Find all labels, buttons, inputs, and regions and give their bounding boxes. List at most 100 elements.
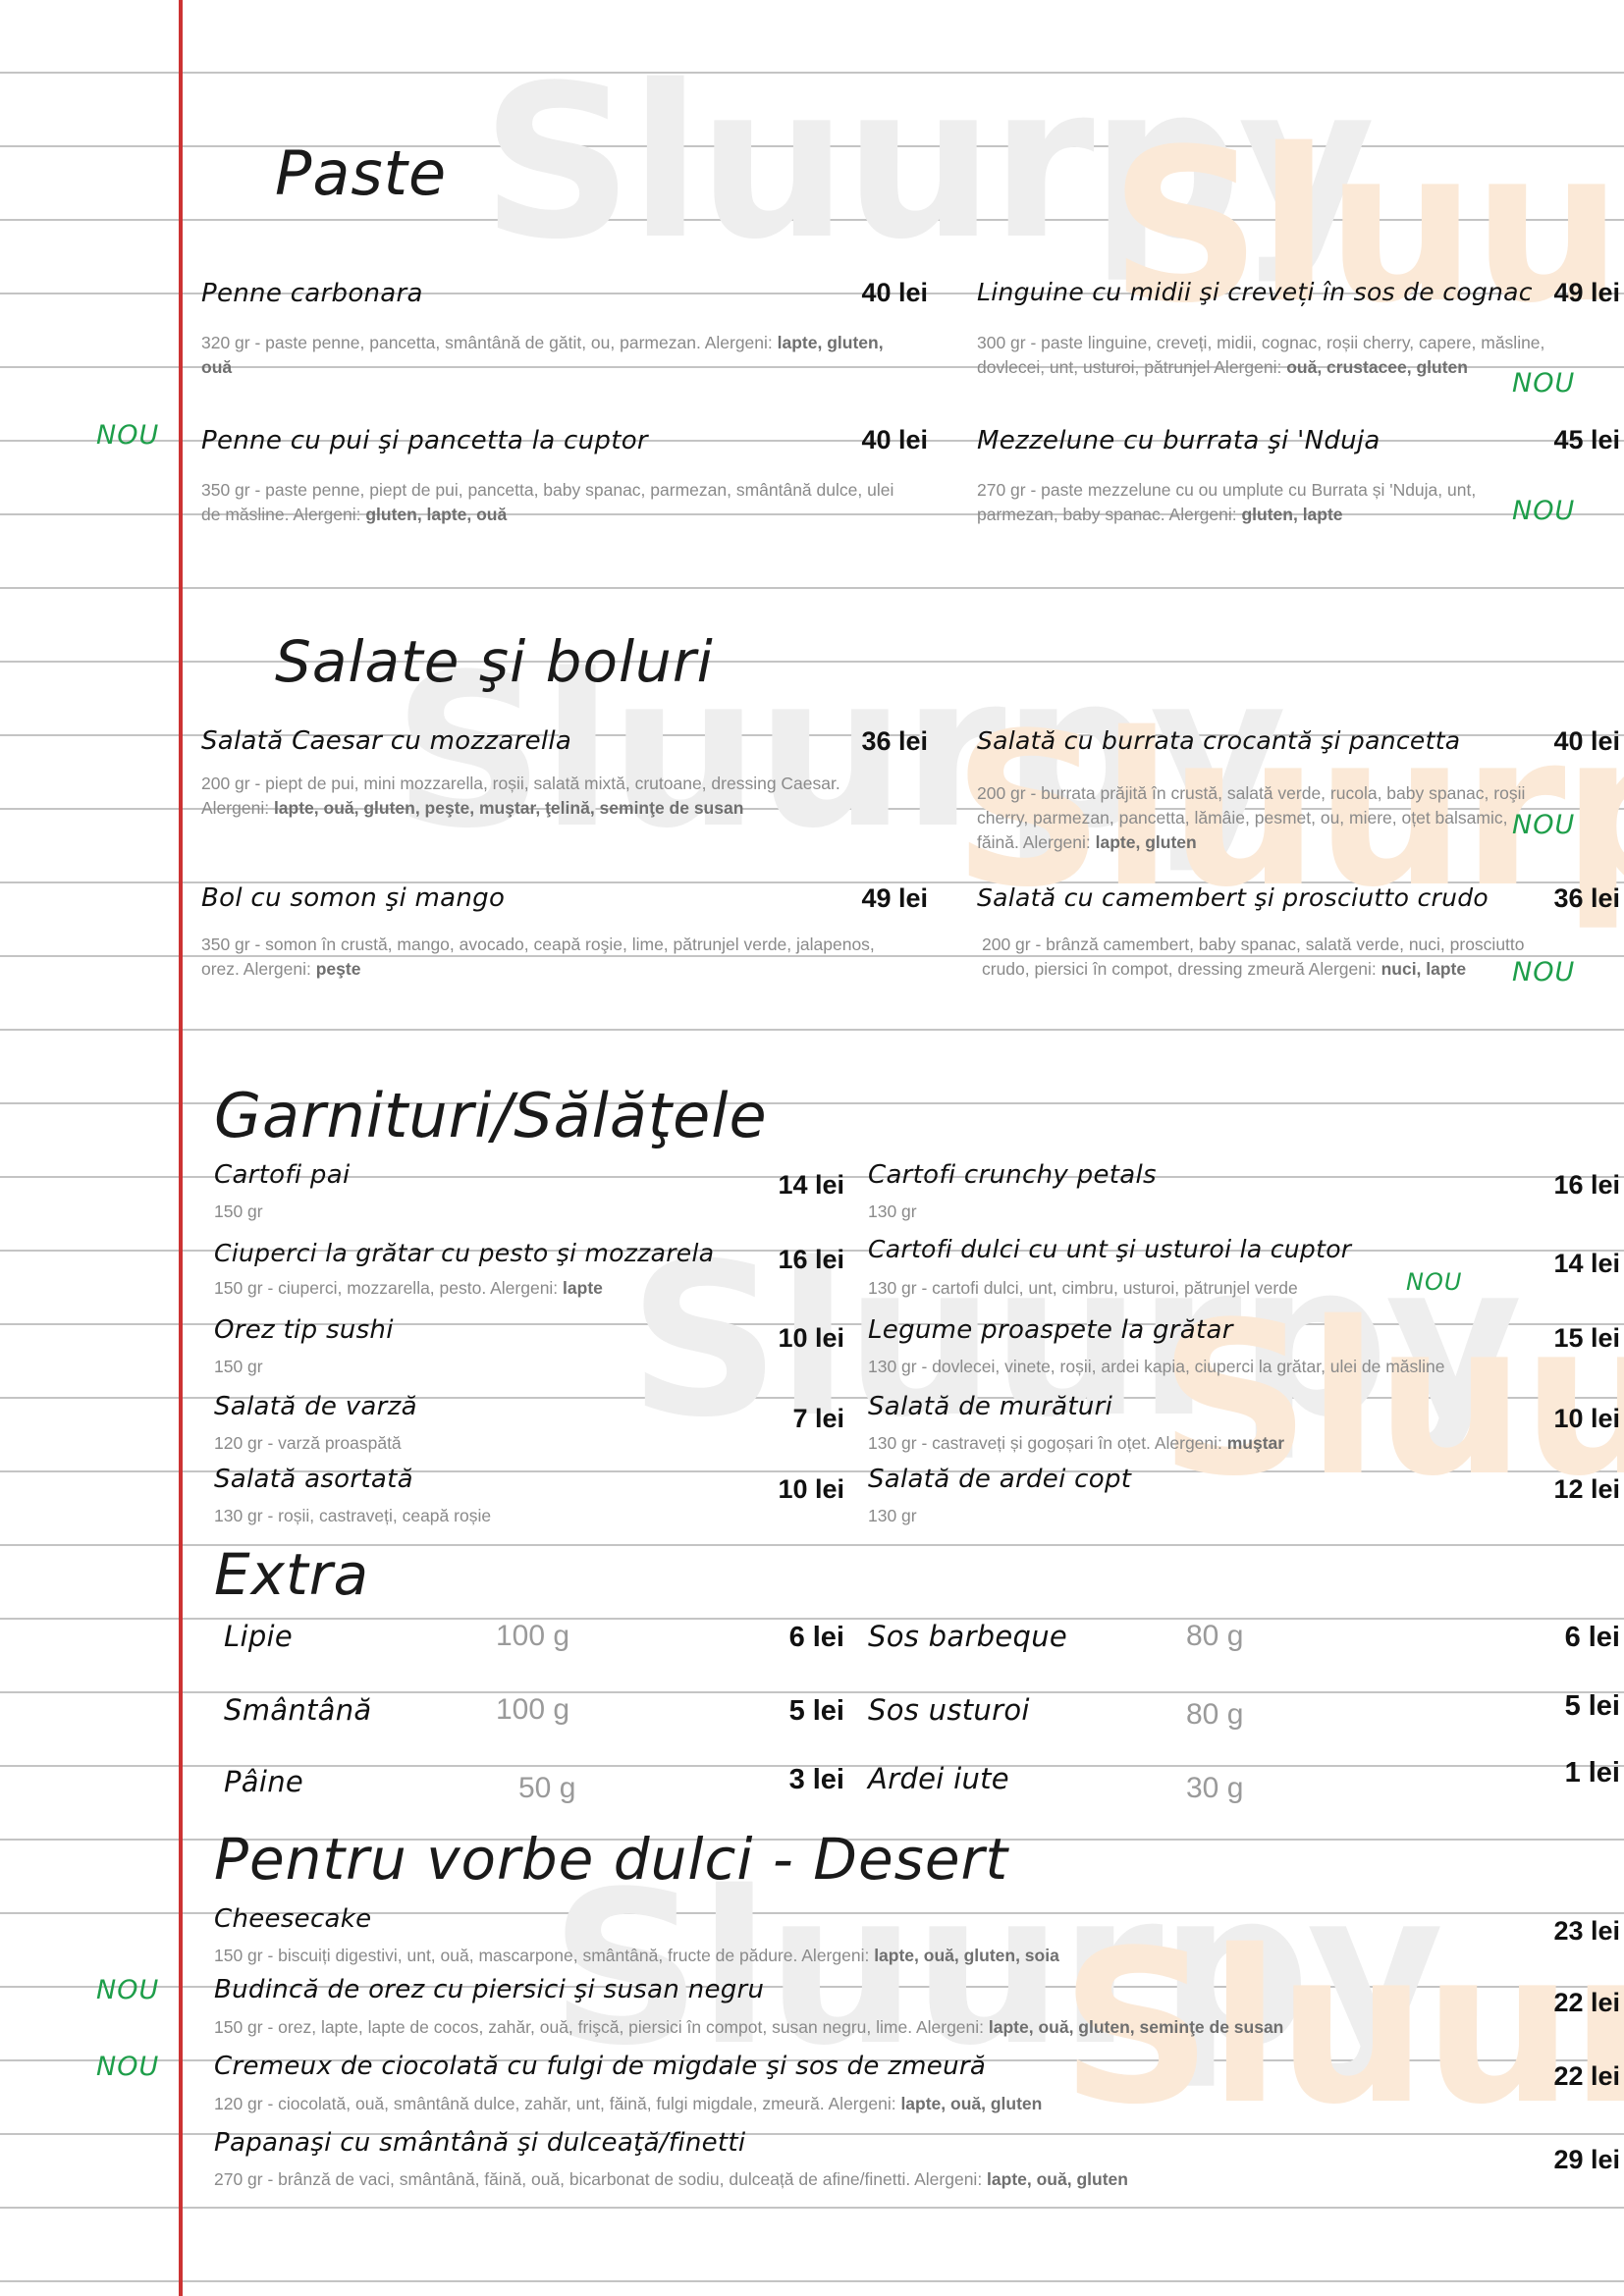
item-name: Bol cu somon şi mango [201,883,506,913]
item-name: Mezzelune cu burrata şi 'Nduja [977,426,1380,455]
allergens-text: lapte, ouă, gluten, soia [874,1946,1059,1965]
new-badge: NOU [96,2052,160,2082]
item-description: 150 gr [214,1200,548,1224]
item-price: 36 lei [1553,883,1620,913]
item-description: 200 gr - brânză camembert, baby spanac, … [982,933,1532,982]
description-text: 150 gr [214,1201,263,1221]
allergens-text: lapte, ouă, gluten [900,2094,1043,2113]
description-text: 150 gr - ciuperci, mozzarella, pesto. Al… [214,1278,564,1298]
item-description: 150 gr [214,1355,548,1379]
item-price: 22 lei [1553,1988,1620,2017]
section-title-paste: Paste [275,137,448,209]
item-price: 16 lei [1553,1170,1620,1200]
item-name: Salată Caesar cu mozzarella [201,726,572,756]
description-text: 350 gr - paste penne, piept de pui, panc… [201,480,894,524]
item-price: 29 lei [1553,2145,1620,2174]
item-name: Orez tip sushi [214,1315,394,1345]
item-description: 270 gr - paste mezzelune cu ou umplute c… [977,478,1537,527]
allergens-text: gluten, lapte [1241,505,1343,524]
new-badge: NOU [96,1975,160,2005]
description-text: 350 gr - somon în crustă, mango, avocado… [201,934,875,979]
item-price: 40 lei [861,425,928,454]
item-description: 200 gr - burrata prăjită în crustă, sala… [977,781,1546,855]
item-price: 1 lei [1564,1757,1620,1789]
description-text: 200 gr - piept de pui, mini mozzarella, … [201,774,840,818]
item-description: 130 gr - roșii, castraveți, ceapă roșie [214,1504,607,1528]
section-title-salate: Salate şi boluri [275,628,714,695]
item-description: 130 gr - dovlecei, vinete, roșii, ardei … [868,1355,1487,1379]
item-weight: 30 g [1186,1772,1244,1804]
item-price: 7 lei [792,1404,844,1433]
new-badge: NOU [1512,368,1576,399]
item-weight: 50 g [518,1772,576,1804]
item-price: 5 lei [1564,1690,1620,1722]
new-badge: NOU [1512,957,1576,988]
item-price: 14 lei [778,1170,844,1200]
item-name: Lipie [224,1620,294,1653]
allergens-text: nuci, lapte [1380,959,1467,979]
item-name: Cremeux de ciocolată cu fulgi de migdale… [214,2052,987,2081]
section-title-desert: Pentru vorbe dulci - Desert [214,1826,1009,1893]
item-weight: 100 g [496,1620,570,1652]
item-description: 130 gr [868,1504,1202,1528]
item-description: 320 gr - paste penne, pancetta, smântână… [201,331,889,380]
item-description: 130 gr [868,1200,1202,1224]
item-price: 49 lei [861,883,928,913]
item-name: Cartofi dulci cu unt şi usturoi la cupto… [868,1235,1352,1263]
item-name: Smântână [224,1693,372,1727]
description-text: 120 gr - ciocolată, ouă, smântână dulce,… [214,2094,901,2113]
item-name: Salată asortată [214,1465,413,1494]
item-name: Salată de varză [214,1392,417,1421]
description-text: 130 gr - dovlecei, vinete, roșii, ardei … [868,1357,1445,1376]
allergens-text: lapte, ouă, gluten, seminţe de susan [988,2017,1284,2037]
item-name: Ardei iute [868,1762,1009,1795]
description-text: 320 gr - paste penne, pancetta, smântână… [201,333,778,352]
item-price: 22 lei [1553,2061,1620,2091]
item-description: 130 gr - cartofi dulci, unt, cimbru, ust… [868,1276,1457,1301]
item-price: 23 lei [1553,1916,1620,1946]
item-name: Budincă de orez cu piersici şi susan neg… [214,1975,765,2004]
item-description: 350 gr - somon în crustă, mango, avocado… [201,933,889,982]
red-margin-rule [179,0,183,2296]
item-price: 36 lei [861,726,928,756]
item-price: 5 lei [788,1695,844,1727]
item-description: 130 gr - castraveți și gogoșari în oțet.… [868,1431,1418,1456]
description-text: 120 gr - varză proaspătă [214,1433,402,1453]
item-name: Pâine [224,1765,304,1798]
allergens-text: ouă, crustacee, gluten [1286,357,1468,377]
item-description: 150 gr - ciuperci, mozzarella, pesto. Al… [214,1276,725,1301]
description-text: 130 gr - roșii, castraveți, ceapă roșie [214,1506,492,1525]
description-text: 270 gr - paste mezzelune cu ou umplute c… [977,480,1477,524]
allergens-text: lapte, gluten, ouă [201,333,884,377]
new-badge: NOU [1406,1268,1463,1296]
item-description: 300 gr - paste linguine, creveți, midii,… [977,331,1546,380]
item-name: Linguine cu midii şi creveți în sos de c… [977,278,1533,306]
item-description: 270 gr - brânză de vaci, smântână, făină… [214,2167,1441,2192]
allergens-text: lapte [563,1278,603,1298]
description-text: 130 gr [868,1201,917,1221]
item-description: 150 gr - orez, lapte, lapte de cocos, za… [214,2015,1589,2040]
allergens-text: peşte [315,959,361,979]
item-description: 200 gr - piept de pui, mini mozzarella, … [201,772,889,821]
new-badge: NOU [1512,810,1576,840]
item-price: 15 lei [1553,1323,1620,1353]
item-weight: 80 g [1186,1620,1244,1652]
description-text: 150 gr - biscuiți digestivi, unt, ouă, m… [214,1946,875,1965]
allergens-text: gluten, lapte, ouă [365,505,508,524]
item-name: Legume proaspete la grătar [868,1315,1233,1345]
item-price: 45 lei [1553,425,1620,454]
new-badge: NOU [96,420,160,451]
item-price: 6 lei [788,1622,844,1653]
description-text: 150 gr [214,1357,263,1376]
allergens-text: lapte, ouă, gluten [987,2169,1128,2189]
description-text: 300 gr - paste linguine, creveți, midii,… [977,333,1545,377]
item-name: Salată cu burrata crocantă şi pancetta [977,726,1461,755]
item-price: 40 lei [861,278,928,307]
item-weight: 80 g [1186,1698,1244,1731]
item-name: Penne carbonara [201,279,423,308]
item-price: 10 lei [778,1474,844,1504]
description-text: 270 gr - brânză de vaci, smântână, făină… [214,2169,988,2189]
item-name: Penne cu pui şi pancetta la cuptor [201,426,648,455]
